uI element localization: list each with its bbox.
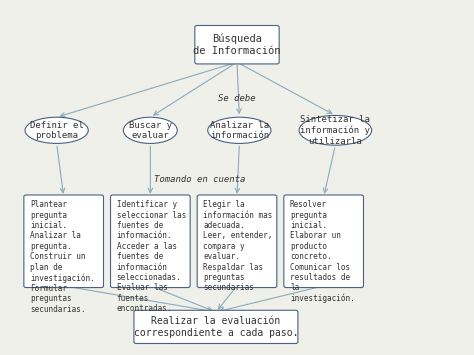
FancyBboxPatch shape — [195, 26, 279, 64]
FancyBboxPatch shape — [284, 195, 364, 288]
FancyBboxPatch shape — [24, 195, 103, 288]
Text: Buscar y
evaluar: Buscar y evaluar — [129, 121, 172, 140]
Text: Analizar la
información: Analizar la información — [210, 121, 269, 140]
Ellipse shape — [123, 117, 177, 143]
Ellipse shape — [25, 117, 88, 143]
Text: Búsqueda
de Información: Búsqueda de Información — [193, 34, 281, 56]
Text: Resolver
pregunta
inicial.
Elaborar un
producto
concreto.
Comunicar los
resultad: Resolver pregunta inicial. Elaborar un p… — [290, 200, 355, 304]
Text: Tomando en cuenta: Tomando en cuenta — [154, 175, 245, 184]
Text: Definir el
problema: Definir el problema — [30, 121, 83, 140]
Ellipse shape — [299, 115, 372, 145]
Text: Plantear
pregunta
inicial.
Analizar la
pregunta.
Construir un
plan de
investigac: Plantear pregunta inicial. Analizar la p… — [30, 200, 95, 314]
Text: Realizar la evaluación
correspondiente a cada paso.: Realizar la evaluación correspondiente a… — [134, 316, 298, 338]
FancyBboxPatch shape — [110, 195, 190, 288]
Text: Sintetizar la
información y
utilizarla: Sintetizar la información y utilizarla — [301, 115, 370, 146]
Ellipse shape — [208, 117, 271, 143]
FancyBboxPatch shape — [134, 310, 298, 344]
Text: Identificar y
seleccionar las
fuentes de
información.
Acceder a las
fuentes de
i: Identificar y seleccionar las fuentes de… — [117, 200, 186, 313]
Text: Elegir la
información mas
adecuada.
Leer, entender,
compara y
evaluar.
Respaldar: Elegir la información mas adecuada. Leer… — [203, 200, 273, 293]
Text: Se debe: Se debe — [218, 94, 256, 103]
FancyBboxPatch shape — [197, 195, 277, 288]
